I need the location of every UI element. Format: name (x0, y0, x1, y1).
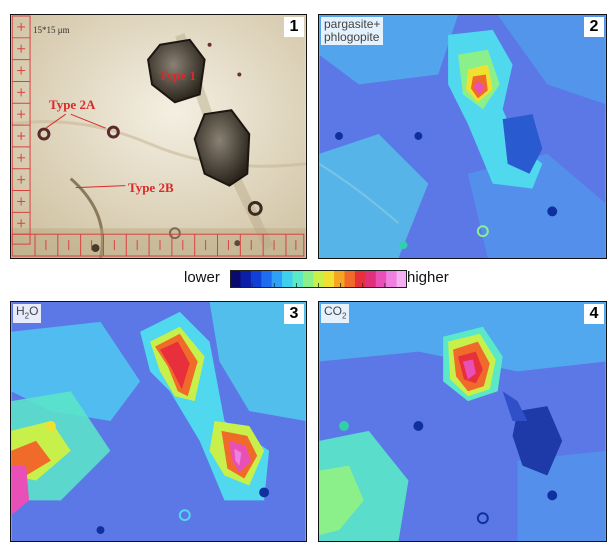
panel-pargasite-phlogopite-map: pargasite+ phlogopite 2 (318, 14, 607, 259)
colorbar-swatch (354, 270, 366, 288)
colorbar-swatch (261, 270, 273, 288)
label-type-2b: Type 2B (128, 180, 174, 195)
panel-number-4: 4 (584, 304, 604, 324)
label-o: O (29, 304, 39, 318)
colorbar-swatch (292, 270, 304, 288)
panel-3-label: H2O (13, 304, 42, 324)
panel-2-label: pargasite+ phlogopite (321, 17, 384, 45)
label-sub-2: 2 (342, 311, 347, 321)
label-sub-2: 2 (24, 311, 30, 321)
panel-optical-micrograph: 15*15 μm Type 1 Type 2A Type 2B 1 (10, 14, 307, 259)
colorbar-border (230, 270, 407, 288)
colorbar-swatch (250, 270, 262, 288)
colorbar-swatch (302, 270, 314, 288)
colorbar (230, 270, 407, 288)
colorbar-swatch (282, 270, 293, 288)
scale-label: 15*15 μm (33, 25, 70, 35)
panel-h2o-map: H2O 3 (10, 301, 307, 542)
colorbar-swatch (334, 270, 346, 288)
colorbar-higher-label: higher (407, 269, 449, 286)
label-line-2: phlogopite (324, 30, 380, 44)
micrograph-image (11, 15, 306, 258)
label-type-2a: Type 2A (49, 97, 96, 112)
colorbar-swatch (323, 270, 335, 288)
colorbar-swatch (271, 270, 283, 288)
panel-number-3: 3 (284, 304, 304, 324)
label-h: H (16, 304, 25, 318)
colorbar-swatch (375, 270, 387, 288)
colorbar-lower-label: lower (184, 269, 220, 286)
label-line-1: pargasite+ (324, 17, 381, 31)
colorbar-swatch (230, 270, 241, 288)
raman-map-h2o (11, 302, 306, 541)
colorbar-swatch (344, 270, 356, 288)
raman-map-co2 (319, 302, 606, 541)
colorbar-swatch (386, 270, 398, 288)
colorbar-swatch (396, 270, 407, 288)
panel-number-1: 1 (284, 17, 304, 37)
panel-number-2: 2 (584, 17, 604, 37)
panel-co2-map: CO2 4 (318, 301, 607, 542)
colorbar-swatch (240, 270, 252, 288)
colorbar-swatch (313, 270, 325, 288)
label-co: CO (324, 304, 342, 318)
panel-4-label: CO2 (321, 304, 350, 324)
raman-map-pargasite (319, 15, 606, 258)
colorbar-swatch (365, 270, 377, 288)
label-type-1: Type 1 (159, 68, 196, 83)
